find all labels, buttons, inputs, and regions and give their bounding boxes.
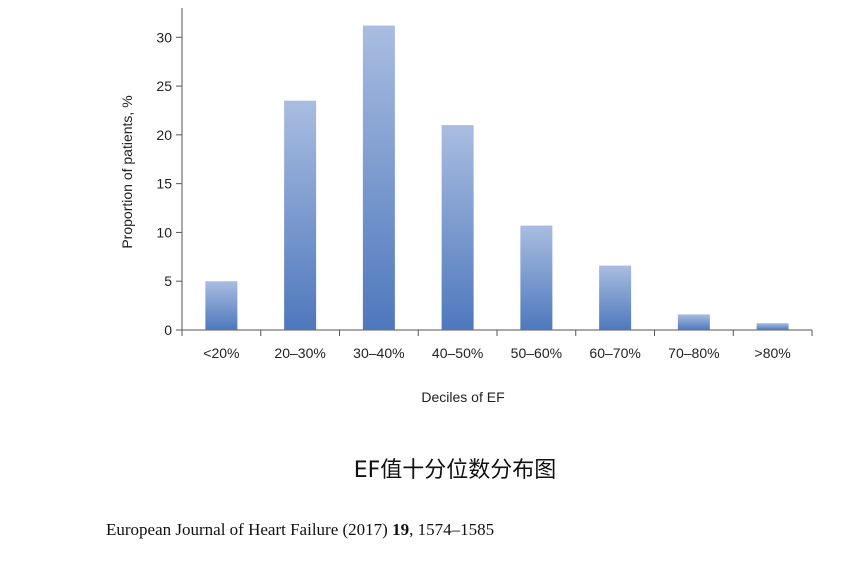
- y-axis-label: Proportion of patients, %: [119, 95, 135, 248]
- bars: [205, 25, 789, 331]
- x-tick-label: 50–60%: [511, 345, 562, 361]
- citation: European Journal of Heart Failure (2017)…: [106, 520, 494, 540]
- bar: [205, 281, 238, 330]
- x-tick-label: >80%: [755, 345, 791, 361]
- x-tick-label: 20–30%: [274, 345, 325, 361]
- bar: [599, 265, 632, 330]
- bar: [284, 100, 317, 331]
- x-tick-label: 70–80%: [668, 345, 719, 361]
- x-axis-label: Deciles of EF: [421, 389, 504, 405]
- bar: [756, 323, 789, 330]
- bar: [441, 125, 474, 330]
- figure-caption: EF值十分位数分布图: [353, 458, 557, 483]
- x-tick-label: <20%: [203, 345, 239, 361]
- citation-pages: , 1574–1585: [409, 520, 495, 539]
- x-axis: <20% 20–30% 30–40% 40–50% 50–60% 60–70% 70–80%…: [181, 329, 813, 361]
- x-tick-label: 40–50%: [432, 345, 483, 361]
- x-tick-label: 30–40%: [353, 345, 404, 361]
- bar: [362, 25, 395, 331]
- y-tick-label: 5: [164, 273, 172, 289]
- y-tick-label: 25: [156, 78, 172, 94]
- bar: [520, 225, 553, 330]
- citation-journal: European Journal of Heart Failure (2017): [106, 520, 388, 539]
- citation-volume: 19: [392, 520, 410, 539]
- y-tick-label: 10: [156, 224, 172, 240]
- ef-decile-bar-chart: 0 5 10 15 20 25 30 <20% 20–30% 30–40% 40–50% 50–60…: [119, 8, 813, 405]
- y-tick-label: 30: [156, 29, 172, 45]
- x-tick-label: 60–70%: [589, 345, 640, 361]
- bar: [677, 314, 710, 330]
- y-tick-label: 20: [156, 127, 172, 143]
- y-axis: 0 5 10 15 20 25 30: [156, 8, 183, 338]
- y-tick-label: 15: [156, 176, 172, 192]
- y-tick-label: 0: [164, 322, 172, 338]
